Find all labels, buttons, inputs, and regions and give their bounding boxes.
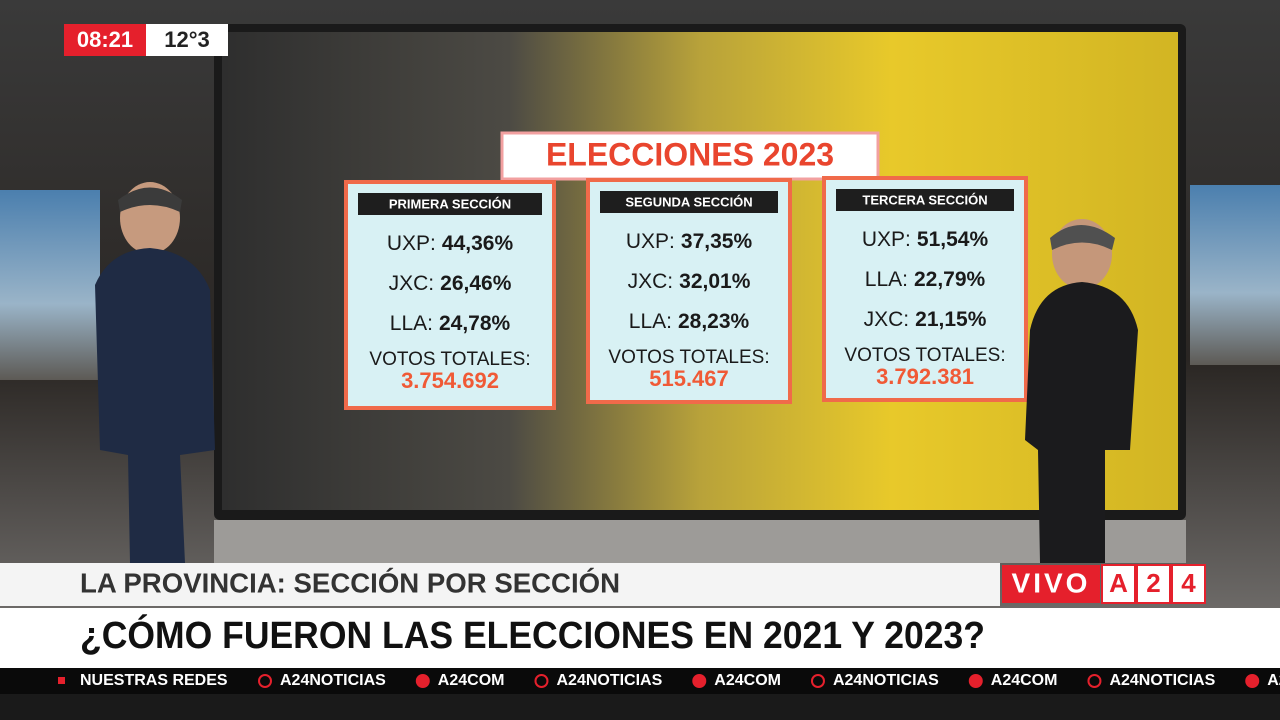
social-icon: [415, 674, 430, 688]
percentage: 37,35%: [681, 230, 753, 253]
section-card: [586, 178, 792, 404]
ticker-item: A24NOTICIAS: [280, 672, 386, 689]
section-header-box: [836, 189, 1014, 211]
live-label: VIVO: [1012, 567, 1091, 598]
ticker-item: A24NOTICIAS: [556, 672, 662, 689]
result-row: LLA: 22,79%: [865, 268, 986, 291]
studio-window: [0, 190, 100, 380]
presenter-right: [1025, 219, 1138, 563]
ticker-item: A24NOTICIAS: [1109, 672, 1215, 689]
clock-time: 08:21: [77, 27, 133, 52]
social-icon: [1245, 674, 1260, 688]
percentage: 51,54%: [917, 228, 989, 251]
total-votes: 515.467: [649, 366, 729, 391]
presenter-left: [95, 182, 215, 563]
result-row: JXC: 21,15%: [864, 308, 987, 331]
result-row: JXC: 26,46%: [389, 272, 512, 295]
percentage: 21,15%: [915, 308, 987, 331]
ticker-item: A24COM: [714, 672, 781, 689]
clock-box: [64, 24, 146, 56]
logo-cell: [1101, 564, 1136, 604]
board-title-box: [500, 131, 880, 181]
percentage: 32,01%: [679, 270, 751, 293]
total-votes: 3.792.381: [876, 364, 974, 389]
party: JXC:: [864, 308, 910, 331]
percentage: 44,36%: [442, 232, 514, 255]
social-icon: [692, 674, 707, 688]
kicker: LA PROVINCIA: SECCIÓN POR SECCIÓN: [80, 567, 620, 598]
ticker-item: A24NOTICIAS: [833, 672, 939, 689]
temperature-box: [146, 24, 228, 56]
party: JXC:: [628, 270, 674, 293]
section-card: [344, 180, 556, 410]
logo-letter: 4: [1181, 568, 1196, 598]
social-icon: [534, 674, 549, 688]
party: LLA:: [865, 268, 908, 291]
party: LLA:: [390, 312, 433, 335]
ticker-item: A24COM: [991, 672, 1058, 689]
studio-window: [1190, 185, 1280, 365]
logo-letter: A: [1109, 568, 1128, 598]
section-title: PRIMERA SECCIÓN: [389, 196, 511, 211]
logo-letter: 2: [1146, 568, 1160, 598]
result-row: UXP: 44,36%: [387, 232, 514, 255]
total-votes: 3.754.692: [401, 368, 499, 393]
kicker-band: [0, 563, 1000, 606]
ticker-item: A24COM: [1267, 672, 1280, 689]
social-icon: [1087, 674, 1102, 688]
temperature: 12°3: [164, 27, 210, 52]
result-row: LLA: 24,78%: [390, 312, 511, 335]
result-row: JXC: 32,01%: [628, 270, 751, 293]
party: UXP:: [387, 232, 436, 255]
total-label: VOTOS TOTALES:: [844, 345, 1005, 366]
live-box: [1002, 565, 1100, 603]
ticker-items: A24NOTICIAS A24COM A24NOTICIAS A24COM A24NOT…: [258, 672, 1280, 689]
party: JXC:: [389, 272, 435, 295]
logo-cell: [1136, 564, 1171, 604]
section-title: SEGUNDA SECCIÓN: [625, 194, 752, 209]
total-label: VOTOS TOTALES:: [369, 349, 530, 370]
percentage: 28,23%: [678, 310, 750, 333]
ticker-label: NUESTRAS REDES: [80, 672, 228, 689]
section-header-box: [358, 193, 542, 215]
headline: ¿CÓMO FUERON LAS ELECCIONES EN 2021 Y 20…: [80, 613, 985, 657]
ticker-item: A24COM: [438, 672, 505, 689]
studio-floor: [214, 520, 1186, 563]
ticker-bullet: [58, 677, 65, 684]
section-header-box: [600, 191, 778, 213]
section-card: [822, 176, 1028, 402]
logo-cell: [1171, 564, 1206, 604]
percentage: 22,79%: [914, 268, 986, 291]
section-title: TERCERA SECCIÓN: [862, 192, 987, 207]
board-title: ELECCIONES 2023: [546, 136, 834, 172]
headline-band: [0, 608, 1280, 668]
total-label: VOTOS TOTALES:: [608, 347, 769, 368]
bottom-bar: [0, 694, 1280, 720]
percentage: 24,78%: [439, 312, 511, 335]
result-row: LLA: 28,23%: [629, 310, 750, 333]
party: LLA:: [629, 310, 672, 333]
party: UXP:: [862, 228, 911, 251]
result-row: UXP: 51,54%: [862, 228, 989, 251]
social-icon: [968, 674, 983, 688]
social-icon: [258, 674, 272, 688]
social-icon: [810, 674, 825, 688]
result-row: UXP: 37,35%: [626, 230, 753, 253]
party: UXP:: [626, 230, 675, 253]
ticker-band: [0, 668, 1280, 694]
percentage: 26,46%: [440, 272, 512, 295]
